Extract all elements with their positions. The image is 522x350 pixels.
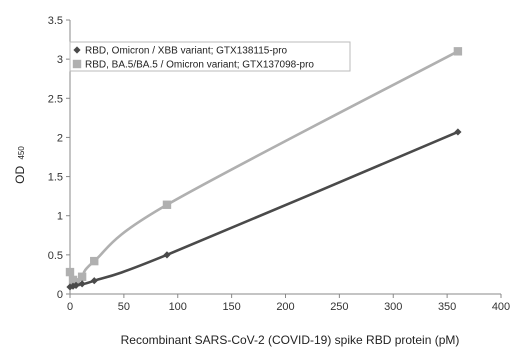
series-2-point: [65, 267, 75, 277]
series-2-line: [68, 50, 459, 284]
y-tick-label: 0: [57, 289, 63, 301]
series-2-point: [77, 272, 87, 281]
series-1: [66, 128, 462, 291]
series-2-point: [162, 200, 172, 209]
x-tick-label: 200: [276, 301, 294, 313]
y-tick-label: 0.5: [48, 250, 63, 262]
series-1-point: [90, 277, 98, 285]
plot-area: 0 0.5 1 1.5 2 2.5 3 3.5 0 50 100 150 200 250 300 350 400: [48, 15, 510, 313]
x-axis-title: Recombinant SARS-CoV-2 (COVID-19) spike …: [121, 333, 460, 347]
legend: RBD, Omicron / XBB variant; GTX138115-pr…: [69, 41, 351, 72]
series-2: [65, 47, 463, 287]
y-tick-label: 2.5: [48, 93, 63, 105]
y-tick-label: 3: [57, 54, 63, 66]
legend-marker-2: [72, 59, 82, 69]
legend-marker-1: [73, 46, 81, 54]
x-tick-label: 100: [169, 301, 187, 313]
series-1-point: [72, 281, 80, 289]
y-axis-title-subscript: 450: [17, 146, 26, 160]
x-tick-label: 50: [118, 301, 130, 313]
series-1-point: [78, 280, 86, 288]
series-1-line: [69, 130, 459, 289]
x-tick-label: 400: [492, 301, 510, 313]
legend-box: [69, 41, 351, 72]
series-2-point: [90, 256, 99, 266]
legend-label-2: RBD, BA.5/BA.5 / Omicron variant; GTX137…: [85, 60, 314, 71]
x-tick-label: 350: [438, 301, 456, 313]
series-layer: [65, 47, 463, 291]
x-tick-label: 250: [330, 301, 348, 313]
y-tick-label: 2: [57, 132, 63, 144]
series-1-point: [454, 128, 462, 136]
x-tick-label: 150: [222, 301, 240, 313]
y-axis-title-main: OD: [13, 166, 27, 184]
series-2-point: [453, 47, 463, 56]
legend-label-1: RBD, Omicron / XBB variant; GTX138115-pr…: [85, 46, 288, 57]
x-tick-label: 300: [384, 301, 402, 313]
y-axis-title: OD 450: [13, 146, 27, 184]
y-tick-label: 1.5: [48, 172, 63, 184]
series-1-point: [69, 282, 77, 290]
y-tick-label: 1: [57, 211, 63, 223]
x-tick-label: 0: [67, 301, 73, 313]
series-1-point: [163, 251, 171, 259]
y-tick-label: 3.5: [48, 15, 63, 27]
